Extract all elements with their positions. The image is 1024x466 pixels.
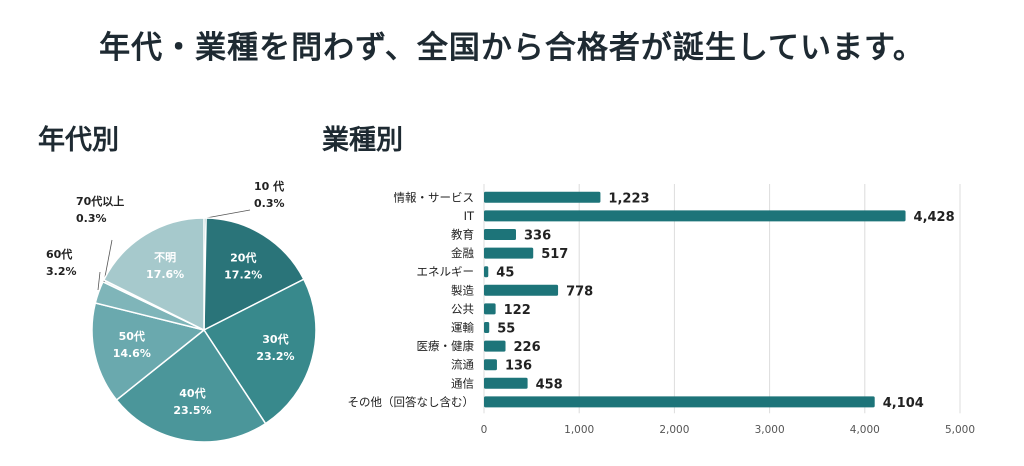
bar	[484, 340, 506, 352]
category-label: 運輸	[451, 321, 474, 335]
bar	[484, 284, 559, 296]
bar	[484, 303, 496, 315]
pie-slice-value: 0.3%	[254, 197, 285, 210]
age-pie-chart: 10 代 0.3% 20代 17.2% 30代 23.2% 40代 23.5% 50代 14.6%…	[46, 179, 317, 443]
bar-value-label: 4,104	[883, 396, 924, 411]
pie-slice-label: 60代	[46, 247, 72, 261]
pie-slice-label: 50代	[119, 329, 145, 343]
bar-value-label: 1,223	[608, 191, 649, 206]
pie-slice	[91, 302, 206, 402]
x-tick-label: 4,000	[850, 424, 880, 436]
x-tick-label: 3,000	[755, 424, 785, 436]
category-label: 金融	[451, 246, 474, 260]
bar-value-label: 122	[504, 303, 531, 318]
industry-chart-title: 業種別	[322, 125, 403, 156]
pie-slice	[202, 278, 317, 425]
bar-value-label: 336	[524, 229, 551, 244]
bar-value-label: 778	[566, 284, 593, 299]
bar	[484, 359, 497, 371]
pie-slice-value: 17.6%	[146, 268, 184, 281]
pie-leader-line	[205, 209, 251, 219]
category-label: エネルギー	[417, 265, 475, 279]
category-label: 教育	[451, 228, 474, 242]
pie-slice	[115, 328, 267, 443]
x-tick-label: 1,000	[564, 424, 594, 436]
pie-slice-value: 0.3%	[76, 212, 107, 225]
bar-value-label: 517	[541, 247, 568, 262]
pie-slice-value: 23.2%	[256, 350, 294, 363]
x-tick-label: 5,000	[945, 424, 975, 436]
bar	[484, 229, 516, 240]
page-headline: 年代・業種を問わず、全国から合格者が誕生しています。	[99, 30, 925, 66]
pie-leader-line	[103, 239, 113, 283]
pie-slice-label: 不明	[154, 251, 176, 264]
pie-slice-value: 23.5%	[173, 404, 211, 417]
bar	[484, 377, 528, 389]
bar-value-label: 136	[505, 359, 532, 374]
bar	[484, 322, 490, 333]
bar	[484, 396, 875, 408]
category-label: 流通	[451, 358, 474, 372]
bar-value-label: 45	[496, 266, 514, 281]
age-chart-title: 年代別	[38, 125, 119, 156]
category-label: その他（回答なし含む）	[348, 395, 475, 409]
category-label: IT	[464, 209, 475, 223]
bar	[484, 210, 906, 222]
bar-value-label: 458	[536, 377, 563, 392]
bar-value-label: 55	[497, 322, 515, 337]
pie-slice	[102, 217, 205, 332]
pie-slice	[203, 217, 305, 332]
category-label: 医療・健康	[417, 339, 475, 353]
pie-slice-label: 10 代	[254, 179, 284, 193]
category-label: 情報・サービス	[394, 190, 475, 204]
pie-slice-label: 20代	[230, 250, 256, 264]
pie-slice-label: 30代	[262, 332, 288, 346]
category-label: 通信	[451, 376, 474, 390]
pie-slice-value: 14.6%	[113, 347, 151, 360]
bar	[484, 247, 534, 259]
category-label: 製造	[451, 283, 474, 297]
pie-slice-value: 3.2%	[46, 265, 77, 278]
bar-value-label: 4,428	[914, 210, 955, 225]
pie-leader-line	[97, 271, 101, 291]
x-tick-label: 2,000	[659, 424, 689, 436]
pie-slice-label: 70代以上	[76, 194, 124, 208]
pie-slice-value: 17.2%	[224, 268, 262, 281]
bar	[484, 266, 489, 278]
x-tick-label: 0	[481, 424, 488, 436]
category-label: 公共	[451, 302, 474, 316]
bar-value-label: 226	[514, 340, 541, 355]
pie-slice-label: 40代	[179, 386, 205, 400]
bar	[484, 191, 601, 203]
